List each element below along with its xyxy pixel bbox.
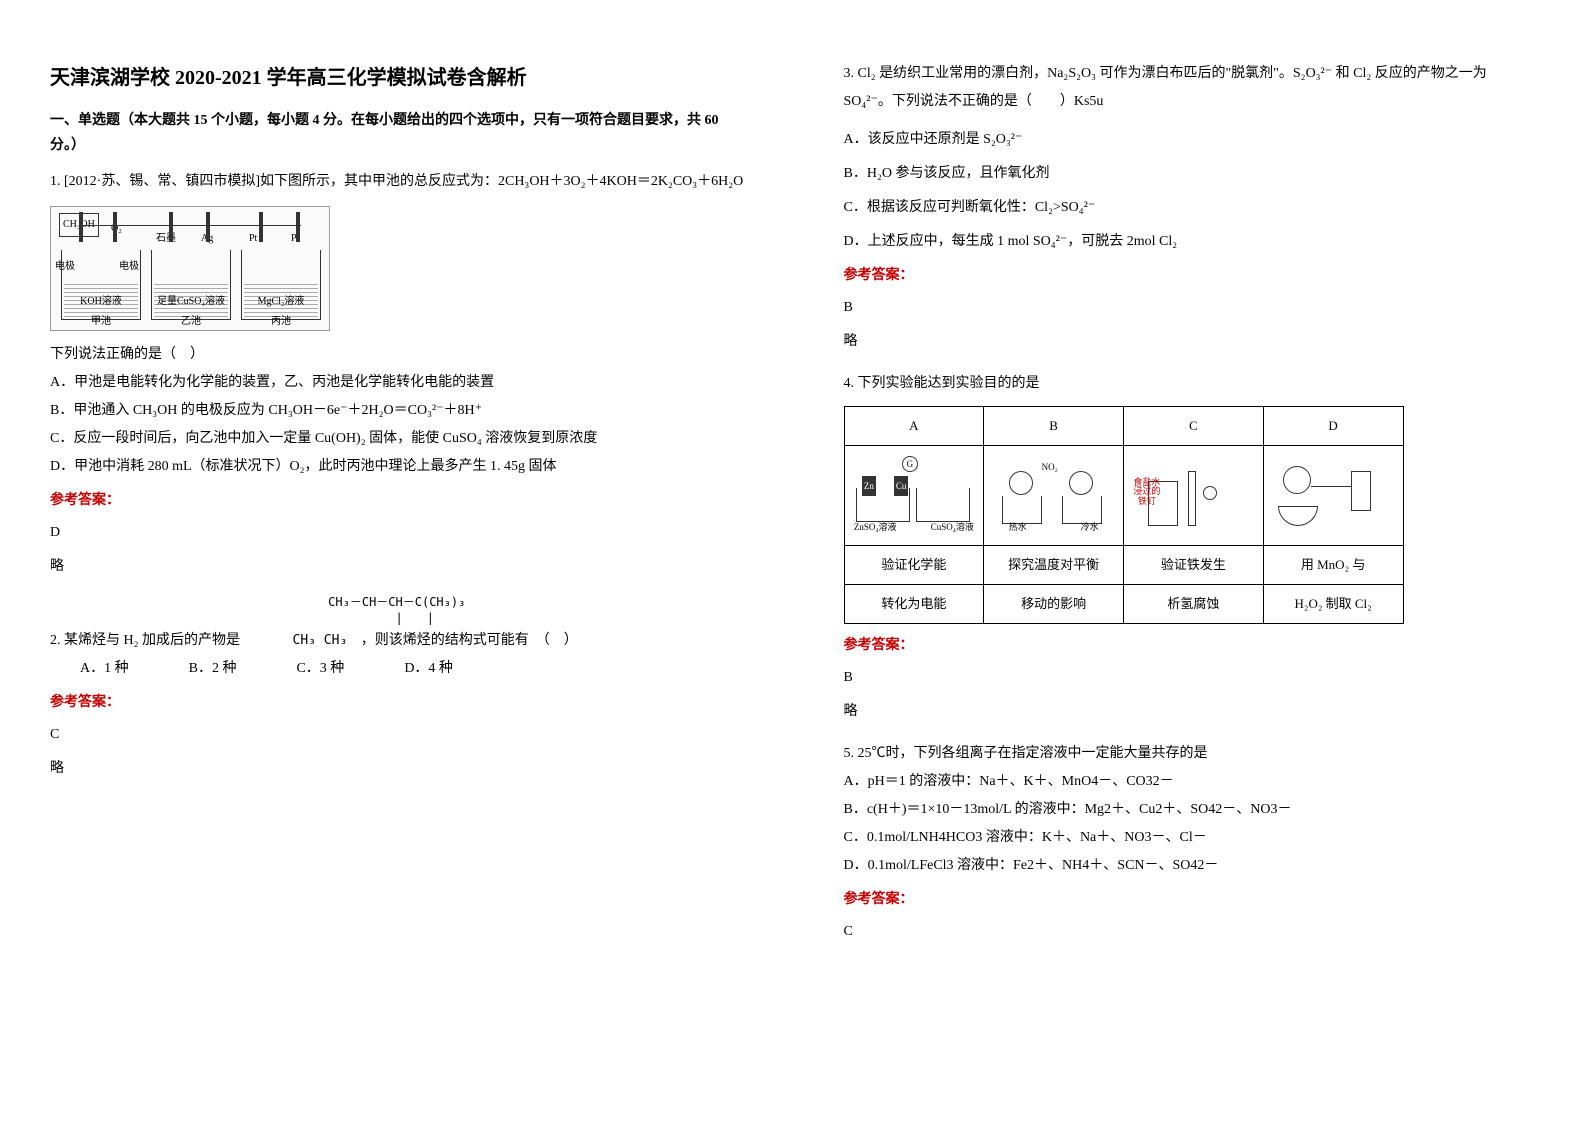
q5-optC: C．0.1mol/LNH4HCO3 溶液中：K＋、Na＋、NO3－、Cl－ bbox=[844, 824, 1538, 852]
q3-optC: C．根据该反应可判断氧化性：Cl₂>SO₄²⁻ bbox=[844, 194, 1538, 222]
beaker3-label: MgCl₂溶液丙池 bbox=[241, 292, 321, 332]
th-b: B bbox=[984, 407, 1124, 446]
q2-options: A．1 种 B．2 种 C．3 种 D．4 种 bbox=[80, 655, 744, 683]
q3-answer: B bbox=[844, 294, 1538, 322]
section-heading: 一、单选题（本大题共 15 个小题，每小题 4 分。在每小题给出的四个选项中，只… bbox=[50, 108, 744, 158]
table-desc-row-1: 验证化学能 探究温度对平衡 验证铁发生 用 MnO₂ 与 bbox=[844, 546, 1403, 585]
q3-stem: 3. Cl₂ 是纺织工业常用的漂白剂，Na₂S₂O₃ 可作为漂白布匹后的"脱氯剂… bbox=[844, 60, 1538, 116]
q1-optC: C．反应一段时间后，向乙池中加入一定量 Cu(OH)₂ 固体，能使 CuSO₄ … bbox=[50, 425, 744, 453]
q1-prompt: 下列说法正确的是（ ） bbox=[50, 341, 744, 369]
q5-optA: A．pH＝1 的溶液中：Na＋、K＋、MnO4－、CO32－ bbox=[844, 768, 1538, 796]
cell-a-diagram: G Zn Cu ZnSO₄溶液 CuSO₄溶液 bbox=[844, 446, 984, 546]
label-shimo: 石墨 bbox=[156, 229, 176, 249]
beaker1-label: KOH溶液甲池 bbox=[61, 292, 141, 332]
q2-formula: CH₃－CH－CH－C(CH₃)₃ | | bbox=[50, 595, 744, 626]
q1-answer: D bbox=[50, 519, 744, 547]
q3-optA: A．该反应中还原剂是 S₂O₃²⁻ bbox=[844, 126, 1538, 154]
page-title: 天津滨湖学校 2020-2021 学年高三化学模拟试卷含解析 bbox=[50, 60, 744, 96]
q4-lue: 略 bbox=[844, 698, 1538, 726]
desc-b1: 探究温度对平衡 bbox=[984, 546, 1124, 585]
desc-a1: 验证化学能 bbox=[844, 546, 984, 585]
desc-c1: 验证铁发生 bbox=[1124, 546, 1264, 585]
q3-lue: 略 bbox=[844, 328, 1538, 356]
q3-optB: B．H₂O 参与该反应，且作氧化剂 bbox=[844, 160, 1538, 188]
question-4: 4. 下列实验能达到实验目的的是 A B C D G Zn Cu ZnSO₄溶液 bbox=[844, 370, 1538, 726]
label-pt1: Pt bbox=[249, 229, 257, 249]
q2-optD: D．4 种 bbox=[404, 655, 453, 683]
q2-lue: 略 bbox=[50, 755, 744, 783]
desc-a2: 转化为电能 bbox=[844, 585, 984, 624]
table-image-row: G Zn Cu ZnSO₄溶液 CuSO₄溶液 NO₂ bbox=[844, 446, 1403, 546]
desc-c2: 析氢腐蚀 bbox=[1124, 585, 1264, 624]
q3-answer-label: 参考答案： bbox=[844, 262, 1538, 290]
th-d: D bbox=[1263, 407, 1403, 446]
q4-table: A B C D G Zn Cu ZnSO₄溶液 CuSO₄溶液 bbox=[844, 406, 1404, 624]
q1-answer-label: 参考答案： bbox=[50, 487, 744, 515]
q5-optD: D．0.1mol/LFeCl3 溶液中：Fe2＋、NH4＋、SCN－、SO42－ bbox=[844, 852, 1538, 880]
q4-answer: B bbox=[844, 664, 1538, 692]
desc-b2: 移动的影响 bbox=[984, 585, 1124, 624]
cell-c-diagram: 食盐水 浸过的 铁钉 bbox=[1124, 446, 1264, 546]
q2-answer-label: 参考答案： bbox=[50, 689, 744, 717]
q2-optA: A．1 种 bbox=[80, 655, 129, 683]
q1-lue: 略 bbox=[50, 553, 744, 581]
table-header-row: A B C D bbox=[844, 407, 1403, 446]
table-desc-row-2: 转化为电能 移动的影响 析氢腐蚀 H₂O₂ 制取 Cl₂ bbox=[844, 585, 1403, 624]
q2-optB: B．2 种 bbox=[189, 655, 237, 683]
q2-optC: C．3 种 bbox=[296, 655, 344, 683]
question-1: 1. [2012·苏、锡、常、镇四市模拟]如下图所示，其中甲池的总反应式为：2C… bbox=[50, 168, 744, 581]
beaker2-label: 足量CuSO₄溶液乙池 bbox=[151, 292, 231, 332]
q2-answer: C bbox=[50, 721, 744, 749]
desc-d2: H₂O₂ 制取 Cl₂ bbox=[1263, 585, 1403, 624]
q3-optD: D．上述反应中，每生成 1 mol SO₄²⁻，可脱去 2mol Cl₂ bbox=[844, 228, 1538, 256]
th-c: C bbox=[1124, 407, 1264, 446]
q1-optD: D．甲池中消耗 280 mL（标准状况下）O₂，此时丙池中理论上最多产生 1. … bbox=[50, 453, 744, 481]
th-a: A bbox=[844, 407, 984, 446]
q2-stem-line: 2. 某烯烃与 H₂ 加成后的产物是 CH₃ CH₃ ，则该烯烃的结构式可能有 … bbox=[50, 627, 744, 655]
question-5: 5. 25℃时，下列各组离子在指定溶液中一定能大量共存的是 A．pH＝1 的溶液… bbox=[844, 740, 1538, 946]
q1-optB: B．甲池通入 CH₃OH 的电极反应为 CH₃OH－6e⁻＋2H₂O＝CO₃²⁻… bbox=[50, 397, 744, 425]
desc-d1: 用 MnO₂ 与 bbox=[1263, 546, 1403, 585]
q5-answer: C bbox=[844, 918, 1538, 946]
q5-optB: B．c(H＋)＝1×10－13mol/L 的溶液中：Mg2＋、Cu2＋、SO42… bbox=[844, 796, 1538, 824]
q4-stem: 4. 下列实验能达到实验目的的是 bbox=[844, 370, 1538, 398]
q4-answer-label: 参考答案： bbox=[844, 632, 1538, 660]
question-3: 3. Cl₂ 是纺织工业常用的漂白剂，Na₂S₂O₃ 可作为漂白布匹后的"脱氯剂… bbox=[844, 60, 1538, 356]
left-column: 天津滨湖学校 2020-2021 学年高三化学模拟试卷含解析 一、单选题（本大题… bbox=[0, 0, 794, 1122]
q1-diagram: CH₃OH O₂ 石墨 Ag Pt Pt 电极 电极 KOH溶液甲池 足量CuS… bbox=[50, 206, 330, 331]
q5-answer-label: 参考答案： bbox=[844, 886, 1538, 914]
q1-stem: 1. [2012·苏、锡、常、镇四市模拟]如下图所示，其中甲池的总反应式为：2C… bbox=[50, 168, 744, 196]
cell-b-diagram: NO₂ 热水 冷水 bbox=[984, 446, 1124, 546]
q1-optA: A．甲池是电能转化为化学能的装置，乙、丙池是化学能转化电能的装置 bbox=[50, 369, 744, 397]
right-column: 3. Cl₂ 是纺织工业常用的漂白剂，Na₂S₂O₃ 可作为漂白布匹后的"脱氯剂… bbox=[794, 0, 1587, 1122]
q5-stem: 5. 25℃时，下列各组离子在指定溶液中一定能大量共存的是 bbox=[844, 740, 1538, 768]
question-2: CH₃－CH－CH－C(CH₃)₃ | | 2. 某烯烃与 H₂ 加成后的产物是… bbox=[50, 595, 744, 782]
cell-d-diagram bbox=[1263, 446, 1403, 546]
